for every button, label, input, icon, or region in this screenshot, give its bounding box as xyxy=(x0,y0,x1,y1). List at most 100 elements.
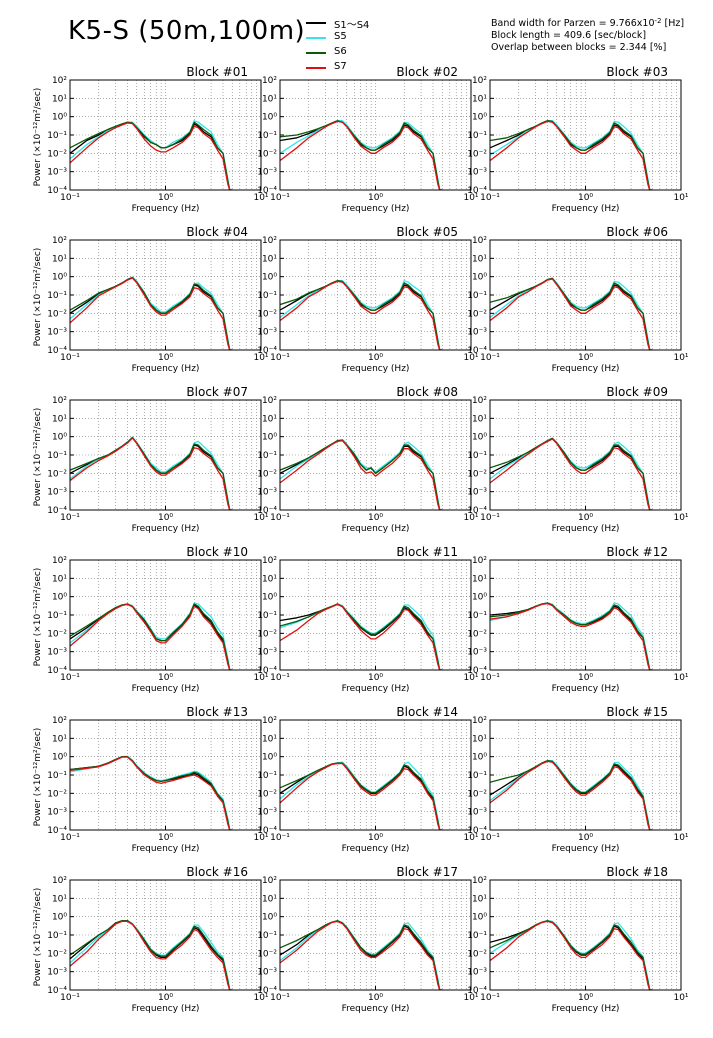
parzen-exponent: -2 xyxy=(654,17,662,25)
y-tick-label: 10² xyxy=(52,76,67,86)
series-line xyxy=(70,437,233,510)
x-tick-label: 10⁰ xyxy=(578,353,593,363)
overlap-text: Overlap between blocks = 2.344 [%] xyxy=(491,42,667,53)
y-tick-label: 10⁰ xyxy=(472,913,487,923)
x-tick-label: 10⁰ xyxy=(158,193,173,203)
series-group xyxy=(280,280,443,350)
y-axis-label: Power (×10⁻¹²m²/sec) xyxy=(33,408,43,507)
x-tick-label: 10⁻¹ xyxy=(480,193,500,203)
series-line xyxy=(490,437,653,510)
series-line xyxy=(490,278,653,350)
y-tick-label: 10⁻² xyxy=(47,789,67,799)
y-tick-label: 10⁰ xyxy=(52,273,67,283)
x-tick-label: 10⁰ xyxy=(368,353,383,363)
parzen-prefix: Band width for Parzen = 9.766x10 xyxy=(491,18,655,29)
x-axis-label: Frequency (Hz) xyxy=(132,524,200,534)
y-tick-label: 10¹ xyxy=(472,94,487,104)
series-line xyxy=(490,760,653,830)
series-group xyxy=(490,760,653,830)
x-tick-label: 10⁻¹ xyxy=(480,833,500,843)
y-tick-label: 10⁻¹ xyxy=(47,291,67,301)
x-tick-label: 10¹ xyxy=(463,513,478,523)
series-line xyxy=(280,920,443,990)
series-line xyxy=(490,760,653,830)
x-tick-label: 10⁻¹ xyxy=(270,513,290,523)
y-tick-label: 10⁻³ xyxy=(257,168,277,178)
y-axis-label: Power (×10⁻¹²m²/sec) xyxy=(33,888,43,987)
series-line xyxy=(280,440,443,510)
y-tick-label: 10⁻⁴ xyxy=(257,506,277,516)
y-tick-label: 10⁻¹ xyxy=(467,131,487,141)
y-tick-label: 10⁻³ xyxy=(467,328,487,338)
y-tick-label: 10⁻⁴ xyxy=(467,346,487,356)
series-line xyxy=(490,277,653,350)
y-tick-label: 10⁻³ xyxy=(47,488,67,498)
y-tick-label: 10⁻² xyxy=(47,949,67,959)
block-title: Block #18 xyxy=(606,865,668,879)
legend-entry: S6 xyxy=(300,46,390,61)
y-tick-label: 10⁻² xyxy=(257,629,277,639)
y-tick-label: 10⁰ xyxy=(52,753,67,763)
x-axis-label: Frequency (Hz) xyxy=(132,1004,200,1014)
block-title: Block #16 xyxy=(186,865,248,879)
legend-label: S6 xyxy=(334,46,347,57)
y-tick-label: 10² xyxy=(262,236,277,246)
y-tick-label: 10⁻² xyxy=(467,469,487,479)
x-axis-label: Frequency (Hz) xyxy=(552,1004,620,1014)
y-tick-label: 10² xyxy=(262,76,277,86)
series-line xyxy=(280,603,443,670)
x-tick-label: 10⁰ xyxy=(158,833,173,843)
y-tick-label: 10¹ xyxy=(262,734,277,744)
y-tick-label: 10⁻⁴ xyxy=(47,986,67,996)
series-group xyxy=(490,120,653,190)
x-tick-label: 10⁰ xyxy=(368,993,383,1003)
y-tick-label: 10⁻² xyxy=(467,629,487,639)
parzen-suffix: [Hz] xyxy=(661,18,685,29)
y-tick-label: 10⁻³ xyxy=(47,808,67,818)
x-tick-label: 10⁻¹ xyxy=(270,833,290,843)
block-chart: 10⁻¹ 10⁰ 10¹ 10⁻⁴ 10⁻³ 10⁻² 10⁻¹ 10⁰ 10¹ 10² Frequ… xyxy=(33,545,269,694)
x-tick-label: 10¹ xyxy=(253,513,268,523)
y-tick-label: 10² xyxy=(262,716,277,726)
series-line xyxy=(70,920,233,990)
legend-entry: S5 xyxy=(300,31,390,46)
y-tick-label: 10² xyxy=(52,556,67,566)
x-tick-label: 10⁻¹ xyxy=(480,673,500,683)
y-tick-label: 10¹ xyxy=(52,734,67,744)
legend: S1～S4 S5 S6 S7 xyxy=(300,16,390,76)
y-tick-label: 10⁰ xyxy=(262,753,277,763)
y-tick-label: 10⁻⁴ xyxy=(257,186,277,196)
x-tick-label: 10⁰ xyxy=(578,833,593,843)
parzen-bandwidth-text: Band width for Parzen = 9.766x10-2 [Hz] xyxy=(491,18,684,30)
series-line xyxy=(280,280,443,350)
series-line xyxy=(280,920,443,990)
block-length-text: Block length = 409.6 [sec/block] xyxy=(491,30,647,41)
x-tick-label: 10¹ xyxy=(253,193,268,203)
series-line xyxy=(70,603,233,670)
block-title: Block #04 xyxy=(186,225,248,239)
x-axis-label: Frequency (Hz) xyxy=(342,524,410,534)
y-tick-label: 10⁻² xyxy=(257,149,277,159)
x-tick-label: 10⁰ xyxy=(578,673,593,683)
legend-swatch xyxy=(306,37,326,39)
x-tick-label: 10⁻¹ xyxy=(60,993,80,1003)
y-tick-label: 10⁻² xyxy=(47,629,67,639)
y-axis-label: Power (×10⁻¹²m²/sec) xyxy=(33,88,43,187)
y-axis-label: Power (×10⁻¹²m²/sec) xyxy=(33,248,43,347)
series-group xyxy=(490,277,653,350)
x-tick-label: 10¹ xyxy=(673,513,688,523)
series-group xyxy=(280,603,443,670)
y-tick-label: 10⁻² xyxy=(47,149,67,159)
y-tick-label: 10⁻¹ xyxy=(257,931,277,941)
x-axis-label: Frequency (Hz) xyxy=(342,364,410,374)
y-tick-label: 10⁻² xyxy=(47,309,67,319)
y-tick-label: 10¹ xyxy=(472,414,487,424)
series-line xyxy=(490,920,653,990)
y-tick-label: 10⁻⁴ xyxy=(47,826,67,836)
series-group xyxy=(70,602,233,670)
y-tick-label: 10⁻³ xyxy=(257,328,277,338)
y-tick-label: 10⁻¹ xyxy=(257,771,277,781)
page-title: K5-S (50m,100m) xyxy=(68,16,306,46)
y-tick-label: 10¹ xyxy=(262,894,277,904)
